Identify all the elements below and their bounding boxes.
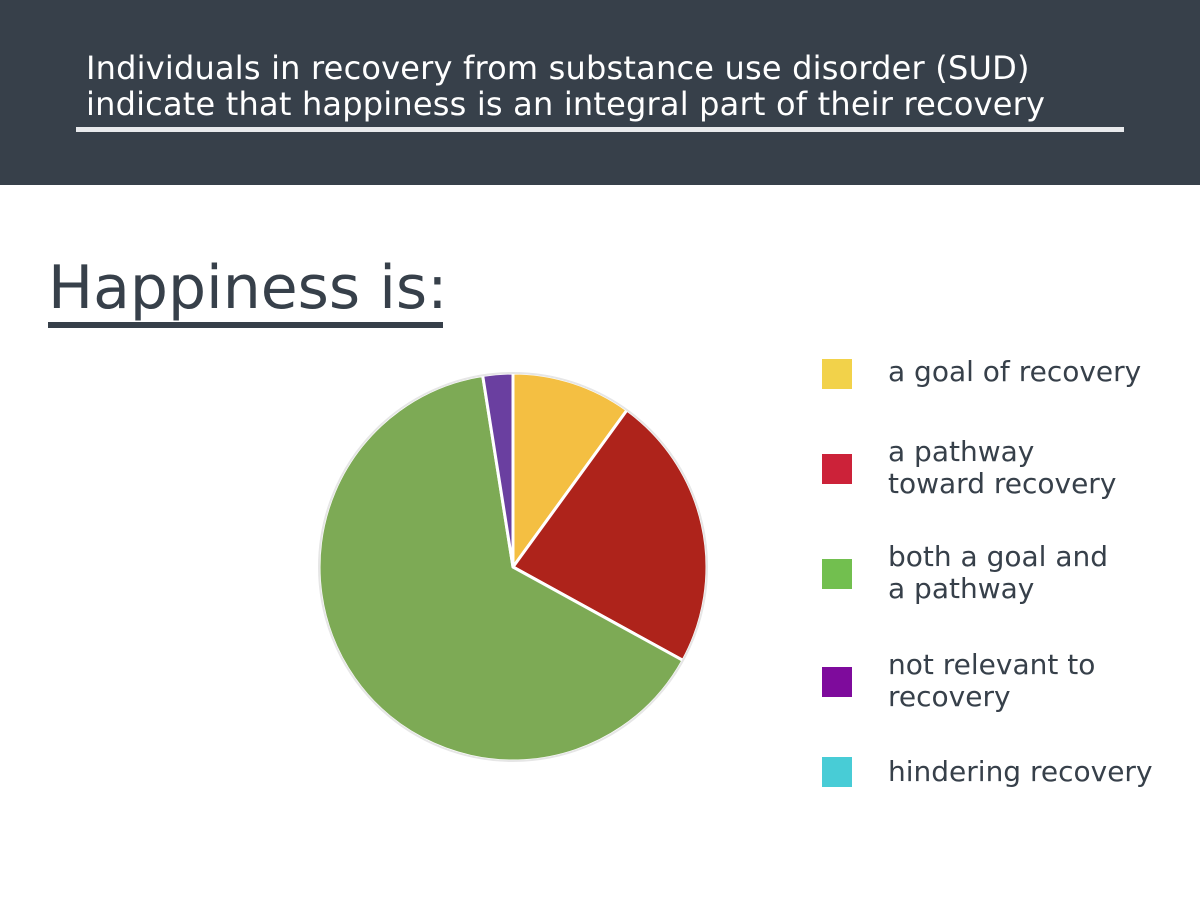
header-underline (76, 127, 1124, 132)
legend-swatch-not-relevant (822, 667, 852, 697)
legend-label-goal: a goal of recovery (888, 355, 1142, 388)
legend-swatch-pathway (822, 454, 852, 484)
legend-label-pathway: a pathway toward recovery (888, 435, 1117, 500)
header-title-line-2: indicate that happiness is an integral p… (86, 85, 1046, 123)
chart-subtitle: Happiness is: (48, 253, 448, 323)
legend-label-both: both a goal and a pathway (888, 540, 1109, 605)
legend-label-not-relevant: not relevant to recovery (888, 648, 1096, 713)
header-title-line-1: Individuals in recovery from substance u… (86, 49, 1030, 87)
legend-swatch-both (822, 559, 852, 589)
legend-label-hindering: hindering recovery (888, 755, 1153, 788)
pie-slices (317, 371, 709, 763)
legend-swatch-hindering (822, 757, 852, 787)
subtitle-underline (48, 322, 443, 328)
legend-swatch-goal (822, 359, 852, 389)
header-banner: Individuals in recovery from substance u… (0, 0, 1200, 185)
pie-outline (318, 372, 708, 762)
header-title: Individuals in recovery from substance u… (86, 50, 1146, 122)
